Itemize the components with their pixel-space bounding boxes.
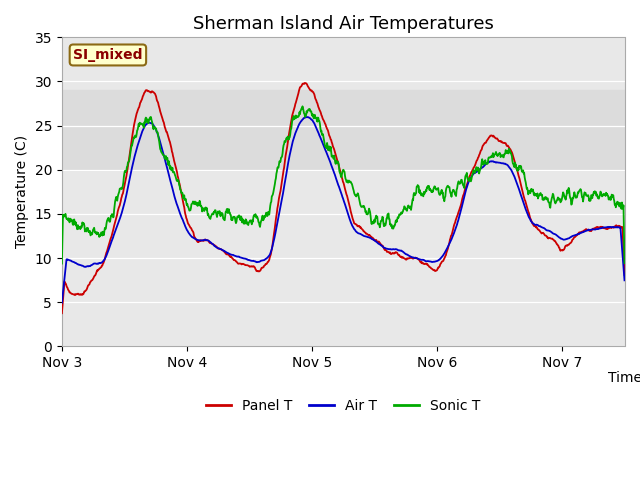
Bar (62, 90, 625, 170)
Text: SI_mixed: SI_mixed (73, 48, 143, 62)
Y-axis label: Temperature (C): Temperature (C) (15, 135, 29, 249)
X-axis label: Time: Time (607, 371, 640, 385)
Legend: Panel T, Air T, Sonic T: Panel T, Air T, Sonic T (200, 394, 486, 419)
Title: Sherman Island Air Temperatures: Sherman Island Air Temperatures (193, 15, 493, 33)
